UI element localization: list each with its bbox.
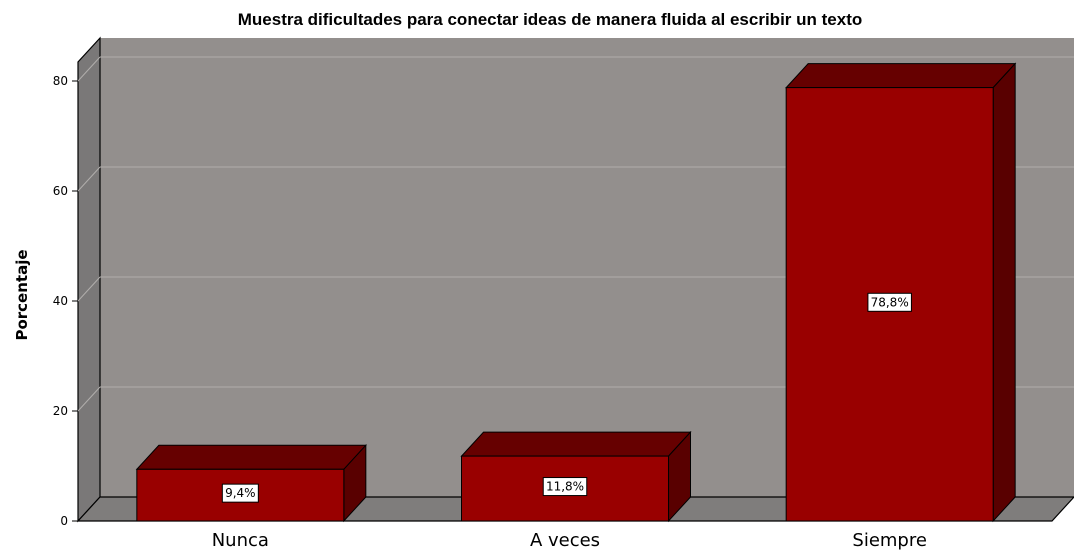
y-tick-label: 80: [53, 74, 68, 88]
bar-top: [786, 64, 1015, 88]
x-tick-label: A veces: [530, 530, 600, 550]
bar: [137, 445, 366, 521]
bar-top: [137, 445, 366, 469]
data-label: 78,8%: [871, 295, 909, 309]
data-label: 11,8%: [546, 480, 584, 494]
bar: [462, 432, 691, 521]
x-tick-label: Nunca: [212, 530, 269, 550]
bar: [786, 64, 1015, 521]
bar-top: [462, 432, 691, 456]
bar-side: [993, 64, 1015, 521]
x-axis-ticks: Nunca A veces Siempre: [212, 530, 927, 550]
y-tick-label: 0: [60, 514, 68, 528]
side-wall: [78, 38, 100, 521]
y-tick-label: 40: [53, 294, 68, 308]
y-axis-ticks: 0 20 40 60 80: [53, 74, 78, 528]
y-tick-label: 20: [53, 404, 68, 418]
data-label: 9,4%: [225, 486, 256, 500]
y-tick-label: 60: [53, 184, 68, 198]
x-tick-label: Siempre: [852, 530, 927, 550]
